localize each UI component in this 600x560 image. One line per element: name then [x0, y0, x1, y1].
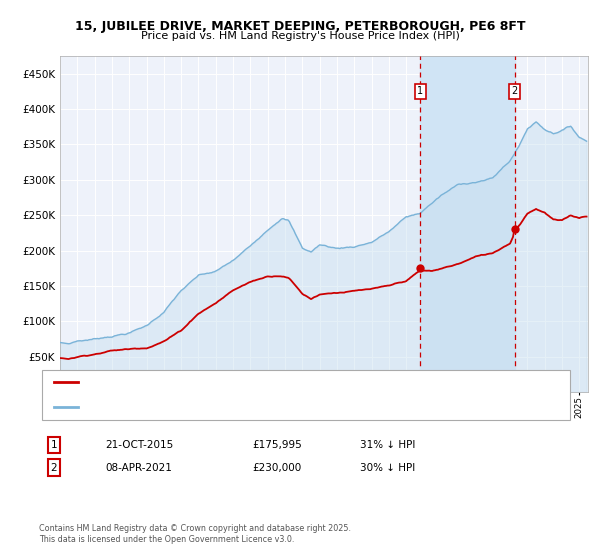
Text: 15, JUBILEE DRIVE, MARKET DEEPING, PETERBOROUGH, PE6 8FT (detached house): 15, JUBILEE DRIVE, MARKET DEEPING, PETER…: [84, 377, 489, 387]
Text: HPI: Average price, detached house, South Kesteven: HPI: Average price, detached house, Sout…: [84, 402, 341, 412]
Text: 2: 2: [512, 86, 518, 96]
Text: 1: 1: [417, 86, 423, 96]
Text: Price paid vs. HM Land Registry's House Price Index (HPI): Price paid vs. HM Land Registry's House …: [140, 31, 460, 41]
Text: 15, JUBILEE DRIVE, MARKET DEEPING, PETERBOROUGH, PE6 8FT: 15, JUBILEE DRIVE, MARKET DEEPING, PETER…: [75, 20, 525, 32]
Text: 21-OCT-2015: 21-OCT-2015: [105, 440, 173, 450]
Text: 31% ↓ HPI: 31% ↓ HPI: [360, 440, 415, 450]
Text: 2: 2: [50, 463, 58, 473]
Text: Contains HM Land Registry data © Crown copyright and database right 2025.
This d: Contains HM Land Registry data © Crown c…: [39, 524, 351, 544]
Text: 30% ↓ HPI: 30% ↓ HPI: [360, 463, 415, 473]
Text: £230,000: £230,000: [252, 463, 301, 473]
Text: 08-APR-2021: 08-APR-2021: [105, 463, 172, 473]
Bar: [420, 56, 515, 392]
Text: 1: 1: [50, 440, 58, 450]
Text: £175,995: £175,995: [252, 440, 302, 450]
